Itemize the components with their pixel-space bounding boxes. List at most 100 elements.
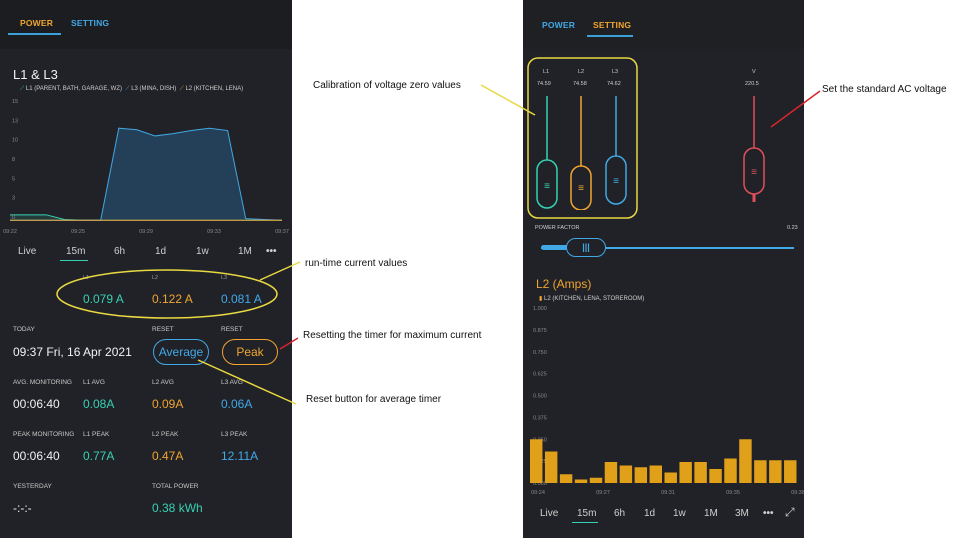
- x-tick-label: 09:33: [207, 229, 221, 235]
- period-1m[interactable]: 1M: [238, 246, 252, 257]
- calibration-sliders: ≡ ≡ ≡ ≡: [536, 96, 765, 210]
- period-15m[interactable]: 15m: [577, 508, 597, 519]
- bar: [649, 465, 662, 483]
- current-line-chart: 15 13 10 8 5 3 0 09:22 09:25 09:29 09:33 09:37: [3, 99, 289, 235]
- legend-l1-icon: ⟋: [20, 86, 25, 92]
- l3-peak-label: L3 PEAK: [221, 431, 248, 438]
- legend-l3: L3 (MINA, DISH): [131, 86, 177, 92]
- period-1m[interactable]: 1M: [704, 508, 718, 519]
- current-l2-value: 0.122 A: [152, 292, 193, 306]
- legend-l2: L2 (KITCHEN, LENA): [185, 86, 244, 92]
- bar: [679, 462, 692, 483]
- y-tick-label: 3: [12, 196, 15, 202]
- x-tick-label: 09:31: [661, 490, 675, 496]
- legend-bar-icon: ▮: [539, 296, 543, 302]
- legend-l3-icon: ⟋: [125, 86, 130, 92]
- period-active-indicator: [60, 260, 88, 261]
- slider-v-value: 220.5: [745, 81, 759, 87]
- current-l1-value: 0.079 A: [83, 292, 124, 306]
- bar: [769, 460, 782, 483]
- y-tick-label: 0.000: [533, 481, 547, 487]
- period-1d[interactable]: 1d: [644, 508, 656, 519]
- l1-peak-label: L1 PEAK: [83, 431, 110, 438]
- period-1w[interactable]: 1w: [196, 246, 209, 257]
- annotation-reset-average: Reset button for average timer: [306, 394, 442, 405]
- peak-monitoring-time: 00:06:40: [13, 449, 60, 463]
- slider-l3-handle[interactable]: [605, 155, 627, 205]
- peak-monitoring-label: PEAK MONITORING: [13, 431, 75, 438]
- period-active-indicator: [572, 522, 598, 523]
- slider-l1-value: 74.59: [537, 81, 551, 87]
- bar: [784, 460, 797, 483]
- period-15m[interactable]: 15m: [66, 246, 86, 257]
- l1-peak-value: 0.77A: [83, 449, 115, 463]
- l2-chart-title: L2 (Amps): [536, 277, 592, 291]
- reset-average-label: RESET: [152, 326, 174, 333]
- total-power-label: TOTAL POWER: [152, 483, 199, 490]
- y-tick-label: 8: [12, 157, 15, 163]
- active-tab-indicator: [8, 33, 61, 35]
- x-tick-label: 09:27: [596, 490, 610, 496]
- bar: [559, 474, 573, 483]
- bar: [530, 439, 543, 483]
- period-live[interactable]: Live: [18, 246, 37, 257]
- bar: [694, 462, 707, 483]
- l2-avg-value: 0.09A: [152, 397, 184, 411]
- today-value: 09:37 Fri, 16 Apr 2021: [13, 345, 132, 359]
- voltage-pointer: [770, 90, 821, 128]
- y-tick-label: 0.875: [533, 328, 547, 334]
- period-1w[interactable]: 1w: [673, 508, 686, 519]
- x-tick-label: 09:38: [791, 490, 804, 496]
- bar: [709, 469, 722, 483]
- grip-icon: |||: [582, 242, 590, 252]
- period-live[interactable]: Live: [540, 508, 559, 519]
- tab-power[interactable]: POWER: [542, 20, 576, 30]
- l2-bar-chart: 1.0000.8750.7500.6250.5000.3750.2500.125…: [530, 306, 804, 496]
- tab-power[interactable]: POWER: [20, 18, 54, 28]
- peak-reset-button[interactable]: Peak: [222, 339, 278, 365]
- slider-l2-value: 74.58: [573, 81, 587, 87]
- annotation-runtime: run-time current values: [305, 258, 408, 269]
- l2-peak-label: L2 PEAK: [152, 431, 179, 438]
- period-6h[interactable]: 6h: [114, 246, 126, 257]
- x-tick-label: 09:37: [275, 229, 289, 235]
- y-tick-label: 5: [12, 176, 15, 182]
- period-1d[interactable]: 1d: [155, 246, 167, 257]
- period-3m[interactable]: 3M: [735, 508, 749, 519]
- runtime-pointer: [259, 261, 301, 281]
- slider-l2-handle[interactable]: [570, 165, 592, 210]
- current-l3-label: L3: [221, 275, 228, 281]
- top-bar: POWER SETTING: [523, 0, 804, 49]
- more-icon[interactable]: •••: [763, 508, 774, 519]
- x-tick-label: 09:24: [531, 490, 545, 496]
- tab-setting[interactable]: SETTING: [71, 18, 110, 28]
- y-tick-label: 15: [12, 99, 18, 105]
- slider-l2-label: L2: [578, 69, 585, 75]
- more-icon[interactable]: •••: [266, 246, 277, 257]
- bar: [739, 439, 752, 483]
- reset-peak-label: RESET: [221, 326, 243, 333]
- series-area-1: [10, 128, 282, 221]
- period-6h[interactable]: 6h: [614, 508, 626, 519]
- slider-l1-handle[interactable]: [536, 159, 558, 209]
- slider-l2-grip-icon: ≡: [578, 183, 584, 194]
- yesterday-label: YESTERDAY: [13, 483, 52, 490]
- annotation-calibration: Calibration of voltage zero values: [313, 80, 461, 91]
- calibration-highlight: [527, 57, 638, 219]
- power-factor-slider-handle[interactable]: |||: [566, 238, 606, 257]
- l2-legend-label: L2 (KITCHEN, LENA, STOREROOM): [543, 296, 645, 302]
- expand-icon[interactable]: ⤢: [785, 505, 795, 519]
- slider-l3-value: 74.62: [607, 81, 621, 87]
- l2-avg-label: L2 AVG: [152, 379, 174, 386]
- y-tick-label: 1.000: [533, 306, 547, 312]
- bar: [754, 460, 767, 483]
- legend-l2-icon: ⟋: [179, 86, 184, 92]
- l1-avg-value: 0.08A: [83, 397, 115, 411]
- l3-avg-label: L3 AVG: [221, 379, 243, 386]
- average-reset-button[interactable]: Average: [153, 339, 209, 365]
- y-tick-label: 0.500: [533, 394, 547, 400]
- x-tick-label: 09:25: [71, 229, 85, 235]
- setting-screen: POWER SETTING L1 L2 L3 V 74.59 74.58 74.…: [523, 0, 804, 538]
- tab-setting[interactable]: SETTING: [593, 20, 632, 30]
